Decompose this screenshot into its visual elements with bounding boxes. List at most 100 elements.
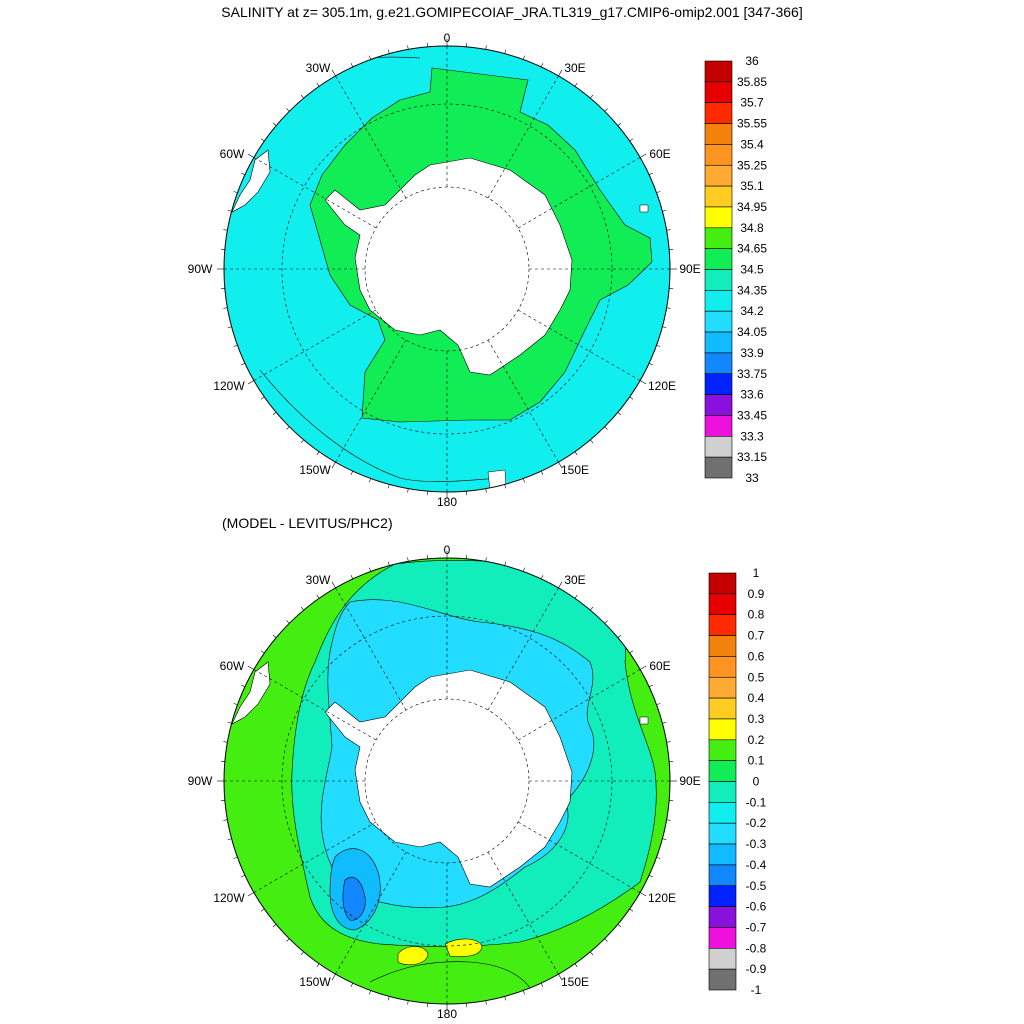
salinity-difference-map: 0 30E 60E 90E 120E 150E 180 150W 120W 90… (188, 543, 767, 1021)
border-tick (617, 122, 622, 126)
border-tick (666, 819, 671, 821)
colorbar-swatch (704, 164, 733, 187)
border-tick (617, 634, 622, 638)
lon-label: 150W (299, 463, 331, 477)
colorbar-label: 36 (745, 54, 759, 68)
colorbar-label: 33.75 (737, 367, 767, 381)
colorbar-swatch (704, 185, 733, 208)
border-tick (241, 172, 246, 176)
border-tick (300, 606, 304, 611)
colorbar-label: 34.65 (737, 242, 767, 256)
colorbar-swatch (704, 248, 733, 270)
border-tick (504, 996, 507, 1001)
border-tick (407, 488, 409, 493)
border-tick (590, 94, 594, 99)
border-tick (350, 63, 354, 68)
colorbar-label: 33.45 (737, 408, 767, 422)
border-tick (300, 94, 304, 99)
border-tick (247, 892, 255, 897)
colorbar-swatch (708, 572, 737, 595)
border-tick (574, 451, 578, 456)
colorbar-label: 1 (753, 566, 760, 580)
border-tick (540, 63, 544, 68)
colorbar-swatch (708, 593, 737, 615)
border-ticks (217, 39, 677, 499)
colorbar-label: 0 (753, 775, 760, 789)
colorbar-swatch (708, 781, 737, 803)
border-tick (407, 557, 409, 562)
border-tick (629, 650, 634, 654)
figure-title: SALINITY at z= 305.1m, g.e21.GOMIPECOIAF… (221, 4, 803, 20)
border-tick (233, 703, 238, 706)
colorbar-swatch (708, 697, 737, 720)
colorbar-label: -0.8 (746, 941, 767, 955)
colorbar-label: 34.05 (737, 325, 767, 339)
field-positive-0-3 (397, 946, 429, 966)
border-tick (272, 122, 277, 126)
border-tick (272, 924, 277, 928)
border-tick (558, 461, 563, 469)
border-tick (604, 938, 608, 942)
border-tick (227, 721, 232, 724)
border-tick (629, 396, 634, 400)
border-tick (522, 990, 525, 995)
border-tick (656, 191, 661, 194)
lon-label: 90E (679, 774, 700, 788)
border-tick (522, 478, 525, 483)
border-tick (223, 819, 228, 821)
colorbar-swatch (704, 415, 733, 437)
border-tick (331, 461, 336, 469)
border-tick (590, 439, 594, 444)
colorbar-label: 35.25 (737, 158, 767, 172)
colorbar-swatch (704, 310, 733, 333)
colorbar-label: 0.2 (748, 733, 765, 747)
colorbar-label: 33.9 (740, 346, 764, 360)
border-tick (485, 1000, 487, 1005)
border-tick (656, 856, 661, 859)
border-tick (387, 996, 390, 1001)
border-tick (260, 396, 265, 400)
colorbar-swatch (708, 885, 737, 907)
lon-label: 60E (649, 659, 670, 673)
border-tick (504, 49, 507, 54)
colorbar-swatch (708, 614, 737, 636)
border-tick (504, 484, 507, 489)
lon-label: 60W (220, 147, 245, 161)
border-tick (662, 326, 667, 329)
colorbar-label: 35.4 (740, 137, 764, 151)
colorbar-label: 35.55 (737, 117, 767, 131)
colorbar-label: 35.1 (740, 179, 764, 193)
border-tick (522, 567, 525, 572)
border-tick (407, 45, 409, 50)
colorbar-label: 35.85 (737, 75, 767, 89)
lon-label: 120E (648, 379, 676, 393)
border-tick (639, 892, 647, 897)
colorbar-swatch (704, 60, 733, 83)
lon-label: 30W (306, 61, 331, 75)
colorbar-swatch (708, 802, 737, 824)
lon-label: 180 (437, 1007, 457, 1021)
colorbar-label: 0.6 (748, 649, 765, 663)
border-tick (369, 55, 372, 60)
border-tick (540, 470, 544, 475)
border-tick (260, 650, 265, 654)
colorbar-label: -0.5 (746, 879, 767, 893)
border-tick (387, 484, 390, 489)
border-tick (558, 581, 563, 589)
border-tick (590, 606, 594, 611)
colorbar-swatch (708, 906, 737, 928)
border-tick (504, 561, 507, 566)
colorbar-label: 34.5 (740, 263, 764, 277)
colorbar-swatch (704, 435, 733, 458)
colorbar-label: -0.4 (746, 858, 767, 872)
colorbar-swatch (704, 290, 733, 312)
colorbar-swatch (708, 927, 737, 949)
border-tick (485, 45, 487, 50)
border-tick (260, 138, 265, 142)
border-tick (227, 209, 232, 212)
border-tick (233, 856, 238, 859)
border-tick (300, 951, 304, 956)
border-tick (574, 963, 578, 968)
colorbar-swatch (704, 102, 733, 124)
colorbar-salinity: 36 35.85 35.7 35.55 35.4 35.25 35.1 34.95 34.8 34… (704, 54, 767, 485)
